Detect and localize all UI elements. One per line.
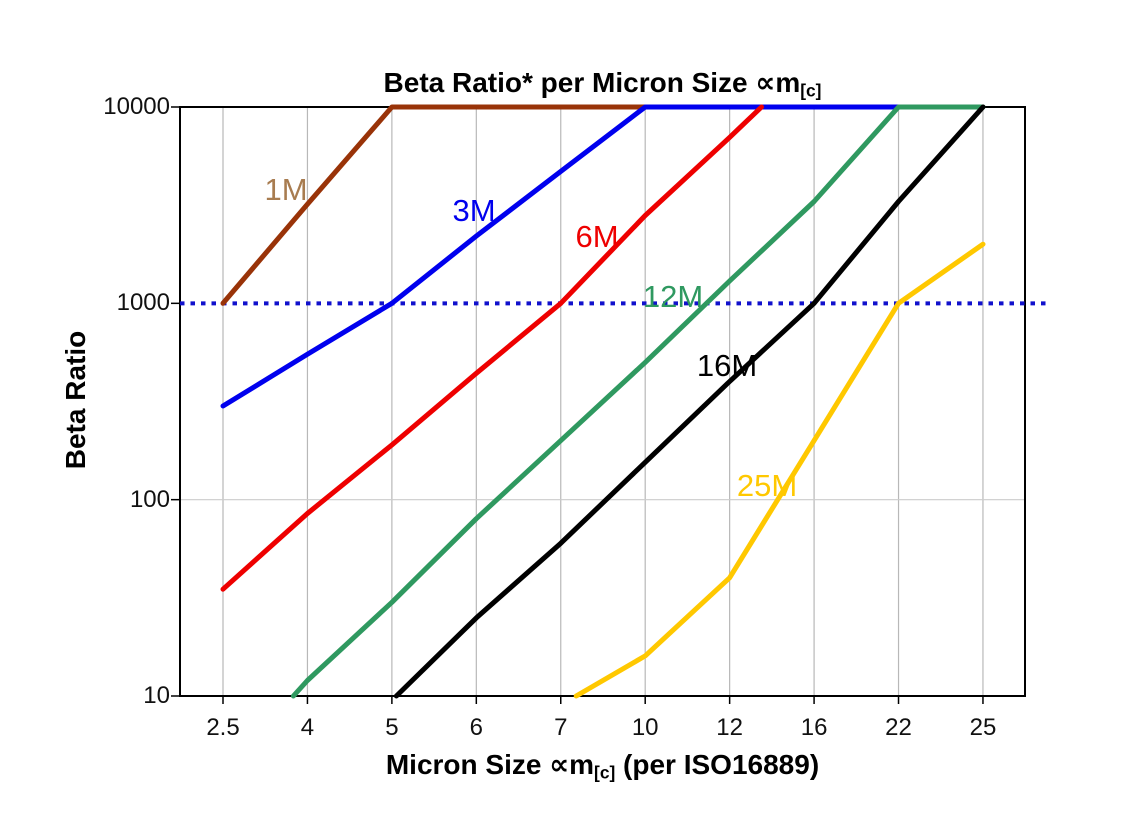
series-line-25M	[573, 241, 986, 699]
y-axis-title: Beta Ratio	[60, 330, 91, 470]
x-tick-label-6: 6	[469, 714, 483, 741]
series-line-3M	[220, 104, 901, 409]
x-tick-label-16: 16	[800, 714, 828, 741]
y-tick-label-1000: 1000	[116, 289, 170, 317]
series-label-3M: 3M	[452, 193, 496, 228]
series-line-1M	[220, 104, 648, 306]
series-label-6M: 6M	[575, 219, 619, 254]
chart-title-subscript: [c]	[800, 80, 822, 101]
x-tick-label-7: 7	[554, 714, 568, 741]
x-tick-label-25: 25	[969, 714, 997, 741]
x-axis-title-suffix: (per ISO16889)	[615, 749, 820, 780]
x-tick-label-2.5: 2.5	[206, 714, 240, 741]
x-tick-label-22: 22	[885, 714, 912, 741]
x-tick-label-4: 4	[300, 714, 315, 741]
series-line-12M	[290, 104, 986, 699]
series-label-25M: 25M	[736, 468, 798, 503]
x-tick-label-10: 10	[631, 714, 659, 741]
series-label-16M: 16M	[696, 348, 758, 383]
x-tick-label-12: 12	[716, 714, 743, 741]
series-label-1M: 1M	[264, 172, 308, 207]
chart-title: Beta Ratio* per Micron Size ∝m[c]	[180, 66, 1025, 101]
x-axis-title: Micron Size ∝m[c] (per ISO16889)	[180, 748, 1025, 783]
series-label-12M: 12M	[642, 279, 704, 314]
x-tick-label-5: 5	[385, 714, 399, 741]
x-axis-title-text: Micron Size ∝m	[385, 749, 595, 780]
y-tick-label-100: 100	[129, 485, 170, 513]
x-axis-title-subscript: [c]	[594, 762, 616, 783]
y-tick-label-10: 10	[143, 682, 170, 709]
y-tick-label-10000: 10000	[103, 93, 170, 120]
series-line-16M	[393, 104, 986, 699]
chart-title-text: Beta Ratio* per Micron Size ∝m	[383, 67, 801, 98]
series-line-6M	[220, 104, 764, 592]
